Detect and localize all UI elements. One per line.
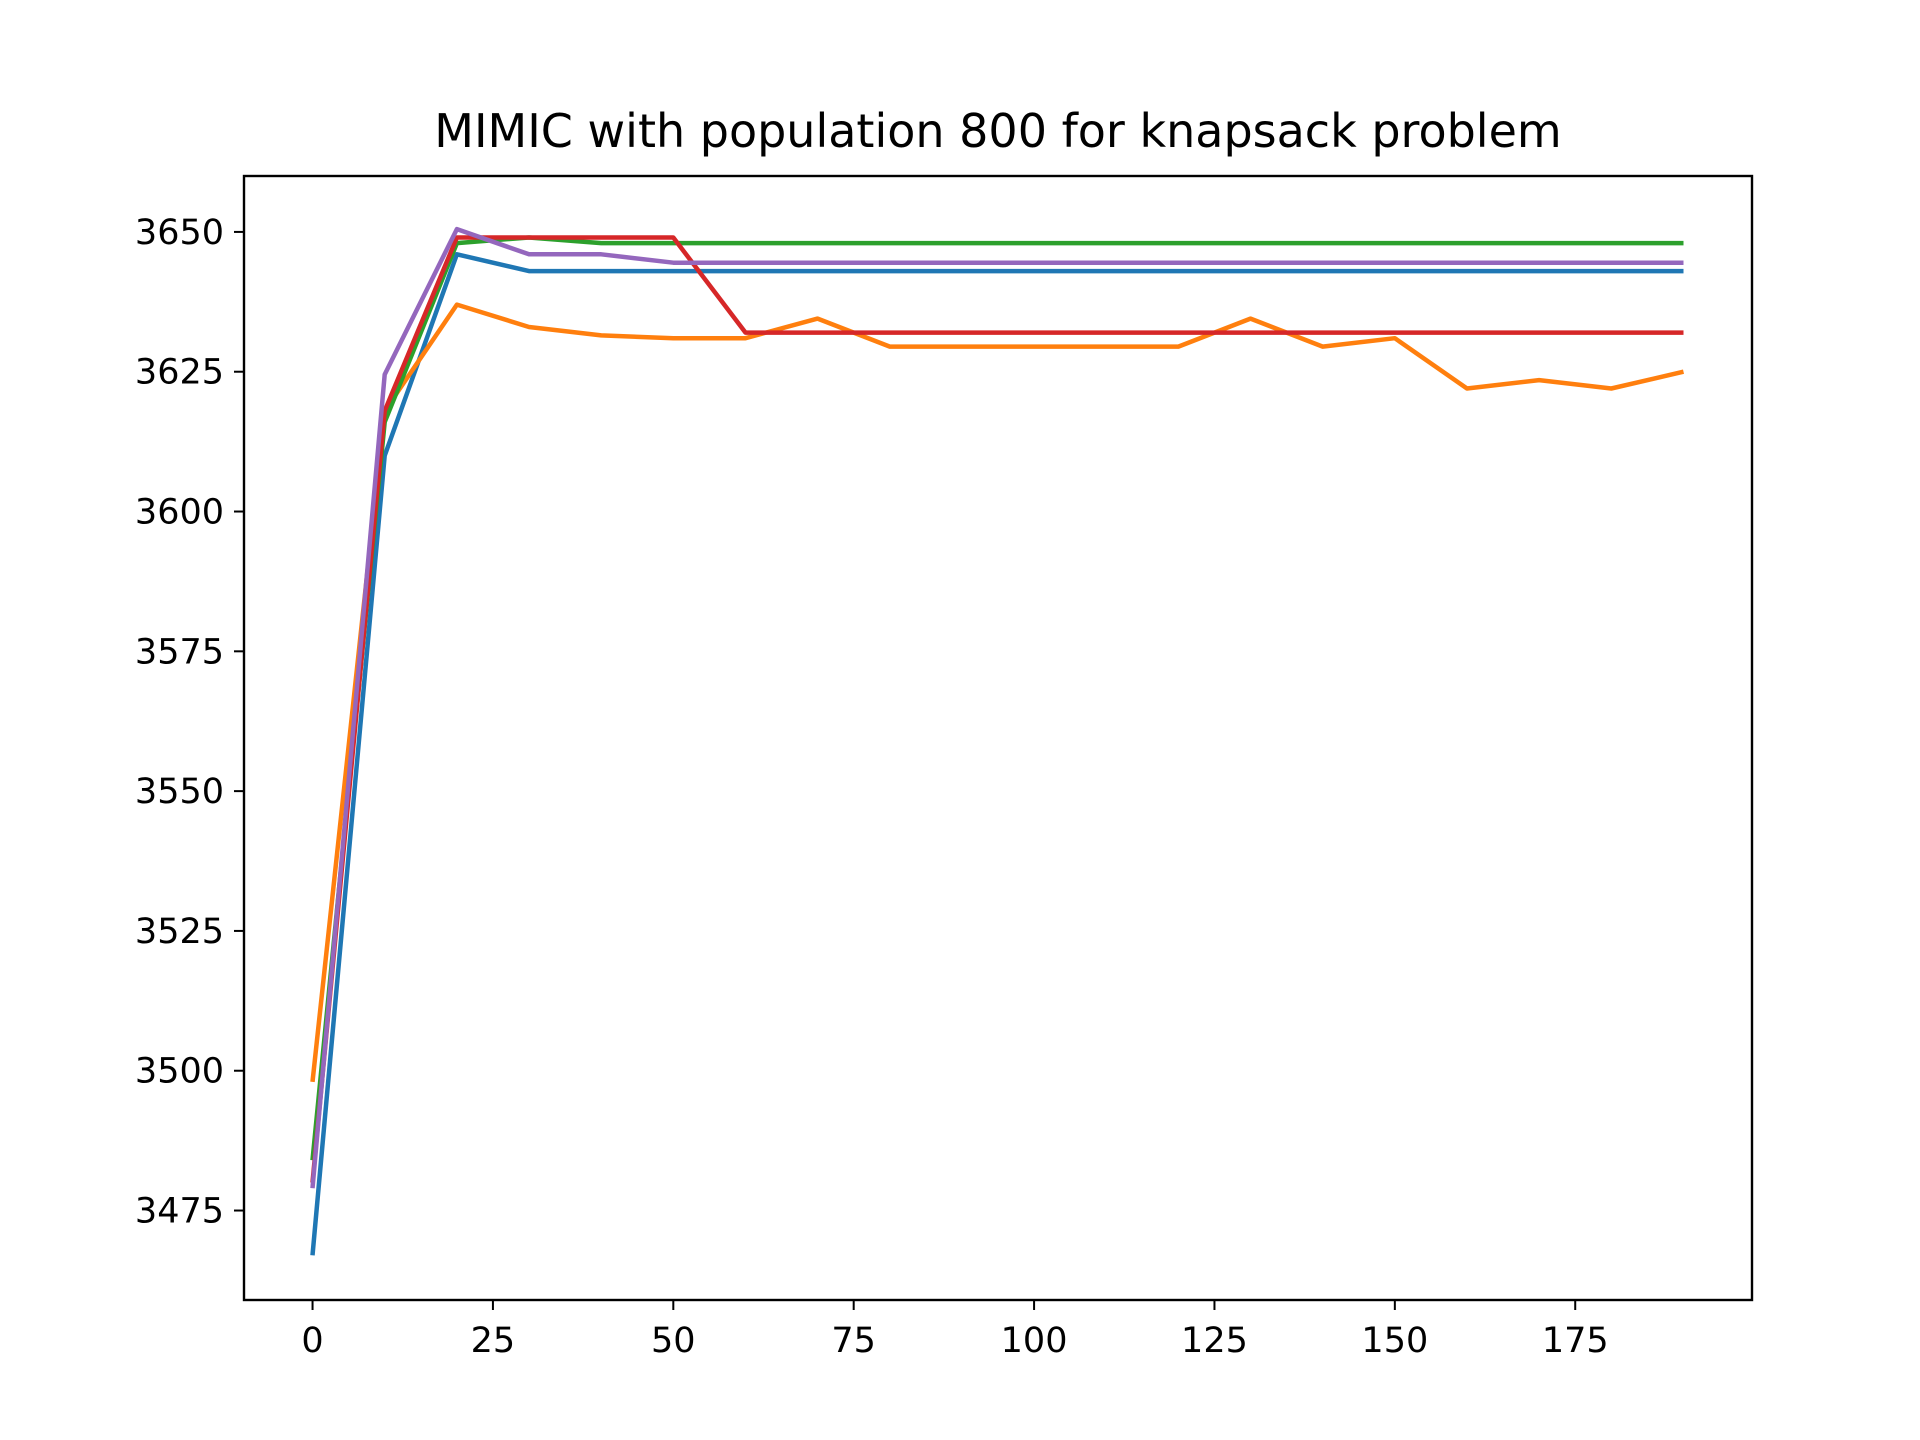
series-line-3 xyxy=(310,235,1684,1161)
x-tick-label: 125 xyxy=(1181,1321,1248,1361)
chart-title: MIMIC with population 800 for knapsack p… xyxy=(434,104,1561,158)
series-line-2 xyxy=(310,302,1685,1083)
x-tick-label: 100 xyxy=(1001,1321,1068,1361)
x-axis: 0 25 50 75 100 125 150 175 xyxy=(301,1300,1609,1361)
y-tick-label: 3650 xyxy=(135,213,224,253)
x-tick-label: 150 xyxy=(1361,1321,1428,1361)
series-line-5 xyxy=(310,226,1684,1189)
y-tick-label: 3575 xyxy=(135,632,224,672)
series-line-1 xyxy=(310,252,1684,1256)
y-tick-label: 3625 xyxy=(135,353,224,393)
x-tick-label: 75 xyxy=(831,1321,876,1361)
x-tick-label: 175 xyxy=(1542,1321,1609,1361)
x-tick-label: 50 xyxy=(651,1321,696,1361)
y-tick-label: 3475 xyxy=(135,1192,224,1232)
x-tick-label: 25 xyxy=(471,1321,516,1361)
y-tick-label: 3600 xyxy=(135,493,224,533)
plot-frame xyxy=(242,174,1754,1302)
y-tick-label: 3550 xyxy=(135,772,224,812)
x-tick-label: 0 xyxy=(301,1321,323,1361)
series-line-4 xyxy=(310,235,1684,1183)
y-tick-label: 3525 xyxy=(135,912,224,952)
y-tick-label: 3500 xyxy=(135,1052,224,1092)
y-axis: 3475 3500 3525 3550 3575 3600 3625 3650 xyxy=(135,213,244,1232)
series-layer xyxy=(310,226,1685,1256)
